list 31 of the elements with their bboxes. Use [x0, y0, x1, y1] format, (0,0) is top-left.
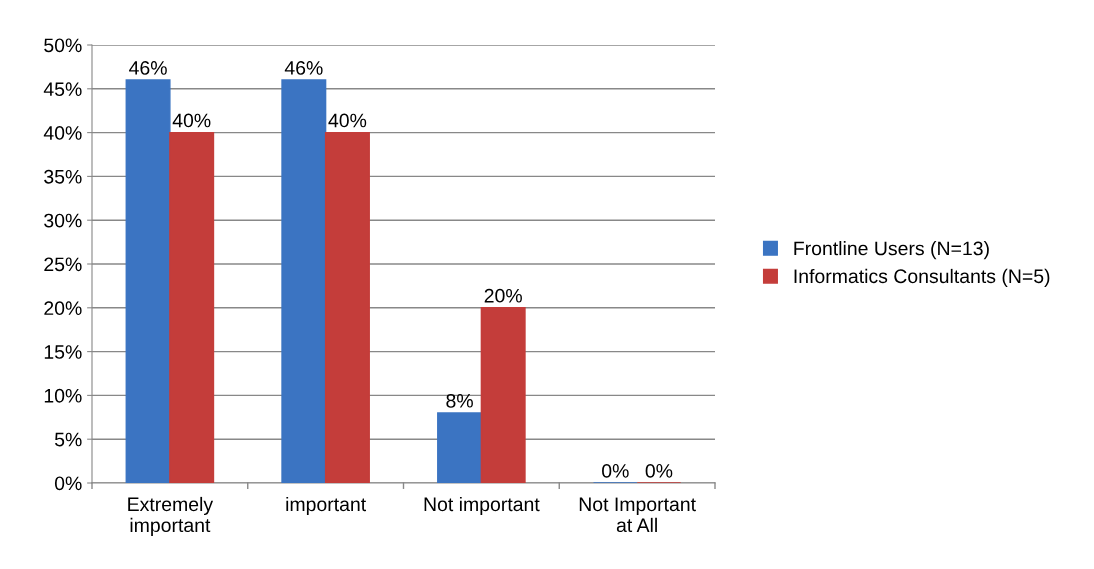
x-tick-label: Extremely important: [128, 496, 214, 536]
y-tick-label: 5%: [54, 432, 82, 447]
y-tick-label: 0%: [54, 476, 82, 491]
bar: [169, 131, 215, 483]
bar: [281, 79, 327, 483]
y-tick-label: 30%: [44, 213, 82, 228]
data-label: 40%: [172, 113, 211, 128]
y-tick-label: 50%: [44, 38, 82, 53]
legend-label: Frontline Users (N=13): [794, 241, 989, 260]
y-tick-label: 40%: [43, 126, 82, 140]
data-label: 46%: [129, 61, 167, 75]
bar: [125, 79, 171, 483]
y-tick-label: 10%: [44, 388, 82, 403]
y-tick-label: 35%: [44, 169, 82, 184]
data-label: 0%: [602, 464, 629, 478]
y-tick-label: 20%: [44, 301, 82, 316]
data-label: 0%: [645, 464, 673, 478]
data-label: 20%: [484, 288, 522, 303]
bar: [480, 307, 526, 483]
legend-label: Informatics Consultants (N=5): [794, 268, 1050, 287]
x-tick-label: important: [286, 496, 367, 516]
x-tick-label: Not important: [424, 496, 540, 516]
y-tick-label: 25%: [44, 257, 82, 272]
bar: [324, 131, 370, 483]
data-label: 8%: [446, 393, 473, 408]
x-tick-label: Not Important at All: [579, 497, 696, 533]
y-tick-label: 45%: [43, 82, 82, 97]
data-label: 46%: [284, 61, 323, 75]
data-label: 40%: [328, 113, 367, 128]
bar: [437, 412, 483, 483]
y-tick-label: 15%: [44, 345, 82, 359]
